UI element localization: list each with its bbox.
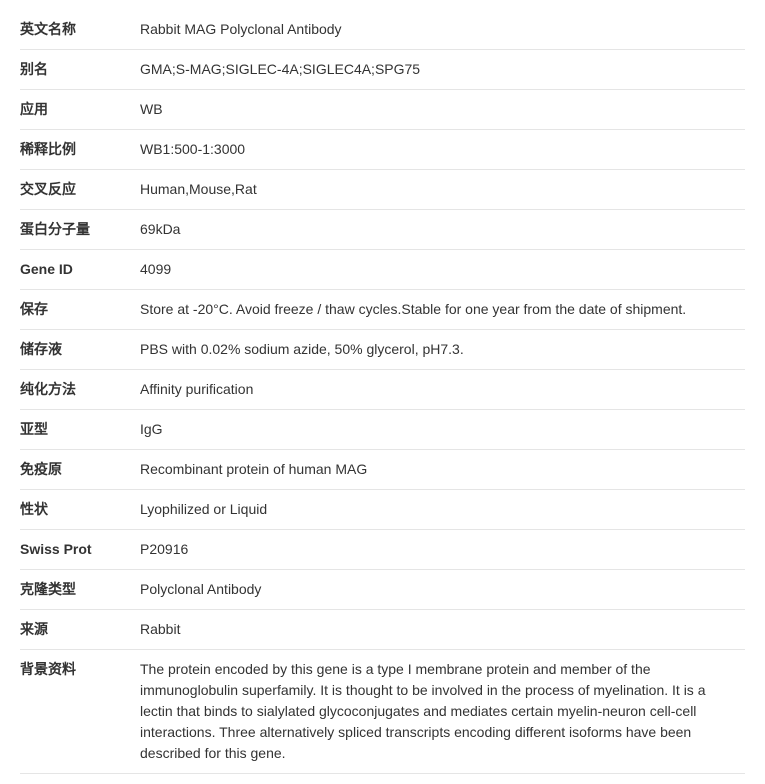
spec-label: 纯化方法 (20, 370, 130, 410)
spec-label: 免疫原 (20, 450, 130, 490)
spec-value: WB (130, 90, 745, 130)
spec-label: 别名 (20, 50, 130, 90)
spec-value: WB1:500-1:3000 (130, 130, 745, 170)
spec-label: 保存 (20, 290, 130, 330)
spec-label: 交叉反应 (20, 170, 130, 210)
spec-label: 储存液 (20, 330, 130, 370)
spec-label: 稀释比例 (20, 130, 130, 170)
spec-label: 蛋白分子量 (20, 210, 130, 250)
table-row: 免疫原 Recombinant protein of human MAG (20, 450, 745, 490)
spec-value: Polyclonal Antibody (130, 570, 745, 610)
spec-label: Swiss Prot (20, 530, 130, 570)
table-row: 储存液 PBS with 0.02% sodium azide, 50% gly… (20, 330, 745, 370)
spec-value: Human,Mouse,Rat (130, 170, 745, 210)
table-row: 克隆类型 Polyclonal Antibody (20, 570, 745, 610)
spec-label: 性状 (20, 490, 130, 530)
table-row: 背景资料 The protein encoded by this gene is… (20, 650, 745, 774)
spec-label: 来源 (20, 610, 130, 650)
spec-value: IgG (130, 410, 745, 450)
spec-value: Rabbit MAG Polyclonal Antibody (130, 10, 745, 50)
spec-label: 英文名称 (20, 10, 130, 50)
table-row: 蛋白分子量 69kDa (20, 210, 745, 250)
spec-label: Gene ID (20, 250, 130, 290)
table-row: 纯化方法 Affinity purification (20, 370, 745, 410)
table-row: 稀释比例 WB1:500-1:3000 (20, 130, 745, 170)
table-row: Swiss Prot P20916 (20, 530, 745, 570)
spec-label: 克隆类型 (20, 570, 130, 610)
spec-label: 背景资料 (20, 650, 130, 774)
table-row: 别名 GMA;S-MAG;SIGLEC-4A;SIGLEC4A;SPG75 (20, 50, 745, 90)
table-row: 亚型 IgG (20, 410, 745, 450)
spec-value: Rabbit (130, 610, 745, 650)
spec-value: P20916 (130, 530, 745, 570)
spec-value: The protein encoded by this gene is a ty… (130, 650, 745, 774)
spec-label: 应用 (20, 90, 130, 130)
spec-value: GMA;S-MAG;SIGLEC-4A;SIGLEC4A;SPG75 (130, 50, 745, 90)
table-row: 交叉反应 Human,Mouse,Rat (20, 170, 745, 210)
table-row: 英文名称 Rabbit MAG Polyclonal Antibody (20, 10, 745, 50)
table-row: 保存 Store at -20°C. Avoid freeze / thaw c… (20, 290, 745, 330)
spec-value: PBS with 0.02% sodium azide, 50% glycero… (130, 330, 745, 370)
spec-value: Affinity purification (130, 370, 745, 410)
spec-label: 亚型 (20, 410, 130, 450)
table-row: Gene ID 4099 (20, 250, 745, 290)
spec-value: Lyophilized or Liquid (130, 490, 745, 530)
spec-table: 英文名称 Rabbit MAG Polyclonal Antibody 别名 G… (20, 10, 745, 774)
spec-value: 4099 (130, 250, 745, 290)
spec-table-body: 英文名称 Rabbit MAG Polyclonal Antibody 别名 G… (20, 10, 745, 774)
spec-value: Recombinant protein of human MAG (130, 450, 745, 490)
table-row: 性状 Lyophilized or Liquid (20, 490, 745, 530)
table-row: 来源 Rabbit (20, 610, 745, 650)
spec-value: 69kDa (130, 210, 745, 250)
spec-value: Store at -20°C. Avoid freeze / thaw cycl… (130, 290, 745, 330)
table-row: 应用 WB (20, 90, 745, 130)
